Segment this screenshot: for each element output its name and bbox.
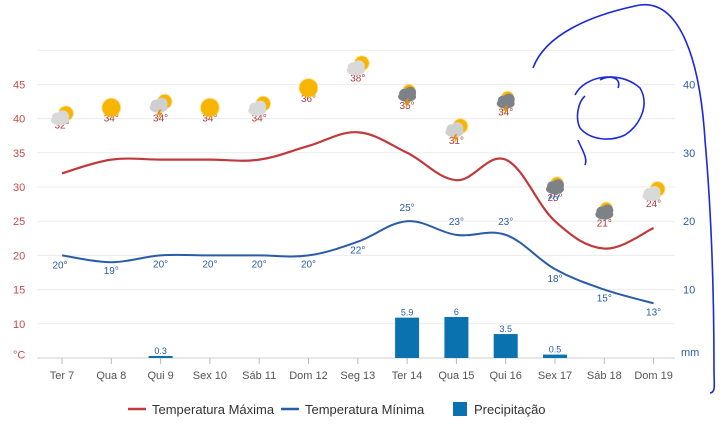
left-tick-label: 15 [13,285,25,297]
precip-bar [395,317,420,358]
precip-label: 3.5 [499,324,512,334]
weather-icons [51,55,666,220]
left-tick-label: 30 [13,182,25,194]
cloud-storm-icon [496,90,515,116]
sun-icon [101,97,122,118]
precip-bar [493,334,518,358]
x-tick-label: Sáb 18 [587,370,622,382]
left-tick-label: 25 [13,216,25,228]
max-temp-label: 34° [202,114,217,125]
left-tick-label: 40 [13,114,25,126]
precip-label: 6 [454,307,459,317]
precip-bar [148,355,173,358]
precip-label: 0.3 [154,346,167,356]
x-tick-label: Qua 8 [96,370,126,382]
precip-bar [444,316,469,358]
series-line-max [61,131,655,250]
legend-item[interactable]: Temperatura Mínima [281,402,425,417]
grid-lines [37,49,675,359]
sun-cloud-icon [248,95,272,116]
min-temp-label: 20° [153,259,168,270]
cloud-icon [595,201,614,220]
sun-storm-icon [149,93,173,120]
min-temp-label: 19° [104,266,119,277]
min-temp-label: 23° [449,217,464,228]
min-temp-label: 15° [597,294,612,305]
min-temp-label: 13° [646,307,661,318]
max-temp-label: 31° [449,136,464,147]
precip-label: 5.9 [401,308,414,318]
left-tick-label: 35 [13,148,25,160]
precipitation-bars: 0.3 5.9 6 3.5 0.5 [148,307,567,358]
min-temp-label: 20° [52,260,67,271]
cloud-rain-icon [546,176,564,200]
x-tick-label: Sex 17 [538,370,572,382]
x-axis: Ter 7 Qua 8 Qui 9 Sex 10 Sáb 11 Dom 12 Seg 13 T… [50,358,673,382]
sun-cloud-icon [346,55,370,76]
min-temp-label: 20° [252,259,267,270]
annotation-scribble [532,4,716,394]
left-tick-label: 10 [13,319,25,331]
max-temp-label: 38° [350,73,365,84]
legend-label: Temperatura Mínima [305,402,425,417]
legend-label: Precipitação [474,402,546,417]
sun-storm-icon [445,118,469,145]
max-temp-label: 34° [104,114,119,125]
max-temp-label: 34° [153,114,168,125]
max-temp-label: 34° [498,108,513,119]
x-tick-label: Ter 7 [50,370,74,382]
precip-bar [543,354,567,358]
sun-cloud-icon [51,105,74,126]
left-axis-unit: °C [13,350,25,362]
right-tick-label: 10 [683,285,695,297]
min-temp-label: 22° [350,246,365,257]
max-temp-label: 32° [54,120,69,131]
x-tick-label: Sex 10 [193,370,227,382]
sun-icon [199,97,220,118]
min-temp-label: 18° [547,274,562,285]
legend[interactable]: Temperatura Máxima Temperatura Mínima Prec… [128,402,546,417]
precip-label: 0.5 [549,345,562,355]
x-tick-label: Qui 9 [147,370,173,382]
data-labels: 32° 34° 34° 34° 34° 36° 38° 35° 31° 34° 25° 21° 24° 2… [52,73,661,318]
x-tick-label: Seg 13 [340,370,375,382]
sun-cloud-icon [642,181,666,202]
max-temp-label: 35° [400,101,415,112]
cloud-storm-icon [398,83,417,109]
min-temp-label: 20° [301,259,316,270]
x-tick-label: Qua 15 [438,370,474,382]
x-tick-label: Dom 19 [634,370,673,382]
sun-icon [298,77,319,98]
right-axis-unit: mm [681,347,699,359]
right-tick-label: 30 [683,148,695,160]
right-axis: 10 20 30 40 mm [681,79,699,359]
max-temp-label: 25° [547,193,562,204]
right-tick-label: 40 [683,79,695,91]
right-tick-label: 20 [683,216,695,228]
max-temp-label: 34° [252,114,267,125]
max-temp-label: 36° [301,94,316,105]
series-line-min [61,220,654,305]
left-tick-label: 20 [13,250,25,262]
max-temp-label: 24° [646,199,661,210]
min-temp-label: 23° [498,217,513,228]
x-tick-label: Dom 12 [289,370,328,382]
min-temp-label: 25° [400,203,415,214]
x-tick-label: Ter 14 [392,370,423,382]
legend-item[interactable]: Temperatura Máxima [128,402,275,417]
min-temp-label: 20° [202,259,217,270]
left-axis: 10 15 20 25 30 35 40 45 °C [13,79,25,361]
max-temp-label: 21° [597,219,612,230]
legend-label: Temperatura Máxima [152,402,275,417]
left-tick-label: 45 [13,79,25,91]
x-tick-label: Sáb 11 [242,370,276,382]
x-tick-label: Qui 16 [489,370,521,382]
legend-item[interactable]: Precipitação [453,402,546,417]
